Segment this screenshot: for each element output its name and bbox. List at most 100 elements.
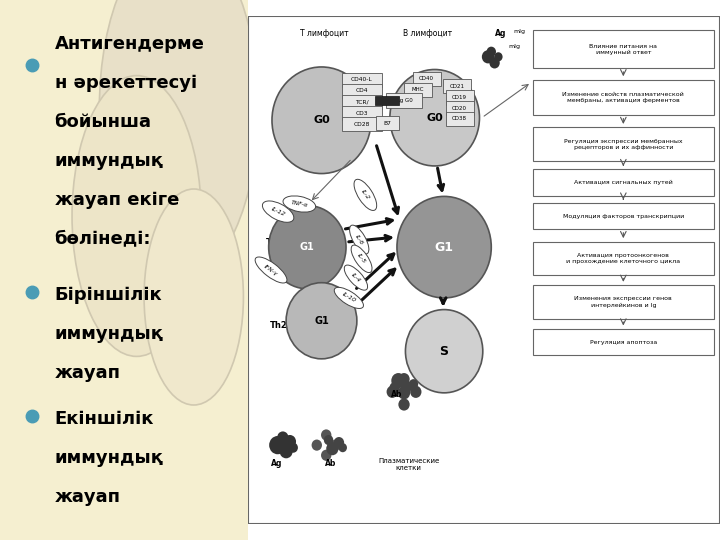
Ellipse shape bbox=[262, 201, 294, 222]
Circle shape bbox=[401, 381, 412, 393]
Text: бойынша: бойынша bbox=[55, 113, 152, 131]
Circle shape bbox=[490, 57, 500, 69]
Text: mIg: mIg bbox=[509, 44, 521, 49]
FancyBboxPatch shape bbox=[446, 112, 474, 126]
Circle shape bbox=[284, 435, 296, 448]
Text: Ag: Ag bbox=[271, 459, 282, 468]
Ellipse shape bbox=[350, 225, 369, 254]
Circle shape bbox=[338, 443, 347, 452]
Circle shape bbox=[334, 437, 344, 448]
FancyBboxPatch shape bbox=[444, 79, 472, 93]
Text: жауап екіге: жауап екіге bbox=[55, 191, 179, 208]
Text: G0: G0 bbox=[313, 115, 330, 125]
Text: mIg: mIg bbox=[513, 29, 526, 34]
Text: IFN-γ: IFN-γ bbox=[264, 264, 279, 276]
Text: G0: G0 bbox=[426, 113, 443, 123]
Text: Регуляция экспрессии мембранных
рецепторов и их аффинности: Регуляция экспрессии мембранных рецептор… bbox=[564, 139, 683, 150]
FancyBboxPatch shape bbox=[376, 116, 400, 131]
FancyBboxPatch shape bbox=[413, 71, 441, 86]
Text: IL-10: IL-10 bbox=[341, 292, 356, 304]
Circle shape bbox=[409, 379, 418, 389]
FancyBboxPatch shape bbox=[341, 117, 382, 131]
Text: CD3: CD3 bbox=[356, 111, 368, 116]
FancyBboxPatch shape bbox=[387, 93, 422, 107]
FancyBboxPatch shape bbox=[533, 241, 714, 275]
Circle shape bbox=[286, 283, 357, 359]
Circle shape bbox=[405, 309, 483, 393]
Circle shape bbox=[272, 67, 371, 173]
Circle shape bbox=[390, 382, 400, 393]
Text: IL-2: IL-2 bbox=[360, 189, 371, 201]
Text: Антигендерме: Антигендерме bbox=[55, 35, 204, 53]
Text: Ab: Ab bbox=[391, 390, 402, 399]
FancyBboxPatch shape bbox=[533, 30, 714, 69]
Circle shape bbox=[494, 52, 503, 62]
Text: Th1: Th1 bbox=[266, 238, 283, 247]
FancyBboxPatch shape bbox=[446, 90, 474, 105]
Circle shape bbox=[289, 443, 298, 453]
Text: Активация сигнальных путей: Активация сигнальных путей bbox=[574, 180, 672, 185]
Text: иммундық: иммундық bbox=[55, 449, 163, 467]
Ellipse shape bbox=[344, 265, 368, 290]
FancyBboxPatch shape bbox=[375, 97, 400, 105]
Ellipse shape bbox=[351, 245, 372, 273]
Circle shape bbox=[269, 436, 286, 454]
Text: н әрекеттесуі: н әрекеттесуі bbox=[55, 74, 197, 92]
Circle shape bbox=[324, 435, 333, 445]
Circle shape bbox=[279, 444, 293, 458]
Circle shape bbox=[398, 386, 410, 400]
Text: IL-4: IL-4 bbox=[350, 272, 361, 284]
Ellipse shape bbox=[283, 196, 315, 212]
Text: иммундық: иммундық bbox=[55, 152, 163, 170]
Circle shape bbox=[387, 386, 398, 398]
Circle shape bbox=[390, 70, 480, 166]
Text: CD21: CD21 bbox=[450, 84, 465, 89]
FancyBboxPatch shape bbox=[341, 72, 382, 87]
Circle shape bbox=[321, 450, 331, 461]
Text: жауап: жауап bbox=[55, 364, 121, 382]
FancyBboxPatch shape bbox=[533, 285, 714, 319]
Text: CD38: CD38 bbox=[452, 116, 467, 122]
Text: Th2: Th2 bbox=[270, 321, 288, 330]
Text: В лимфоцит: В лимфоцит bbox=[403, 29, 452, 38]
Text: IL-5: IL-5 bbox=[356, 253, 367, 265]
Text: CD20: CD20 bbox=[452, 106, 467, 111]
Circle shape bbox=[397, 197, 491, 298]
Text: Активация протоонкогенов
и прохождение клеточного цикла: Активация протоонкогенов и прохождение к… bbox=[566, 253, 680, 264]
Text: Изменения экспрессии генов
интерлейкинов и Ig: Изменения экспрессии генов интерлейкинов… bbox=[575, 296, 672, 308]
Text: Екіншілік: Екіншілік bbox=[55, 410, 154, 428]
Text: TNF-α: TNF-α bbox=[290, 200, 308, 208]
Circle shape bbox=[487, 46, 496, 57]
Text: бөлінеді:: бөлінеді: bbox=[55, 230, 151, 247]
Ellipse shape bbox=[334, 287, 364, 308]
Ellipse shape bbox=[255, 257, 287, 283]
Text: TCR/: TCR/ bbox=[355, 99, 369, 104]
FancyBboxPatch shape bbox=[446, 101, 474, 115]
Circle shape bbox=[398, 373, 410, 385]
FancyBboxPatch shape bbox=[0, 0, 248, 540]
Text: Т лимфоцит: Т лимфоцит bbox=[300, 29, 348, 38]
Text: Модуляция факторов транскрипции: Модуляция факторов транскрипции bbox=[563, 214, 684, 219]
Text: Регуляция апоптоза: Регуляция апоптоза bbox=[590, 340, 657, 345]
Text: Изменение свойств плазматической
мембраны, активация ферментов: Изменение свойств плазматической мембран… bbox=[562, 92, 684, 103]
Circle shape bbox=[99, 0, 258, 281]
Circle shape bbox=[482, 50, 494, 63]
Circle shape bbox=[269, 206, 346, 289]
Circle shape bbox=[330, 440, 341, 451]
Text: CD28: CD28 bbox=[354, 122, 370, 127]
Text: Плазматические
клетки: Плазматические клетки bbox=[378, 458, 439, 471]
Text: G1: G1 bbox=[300, 242, 315, 252]
Text: CD40: CD40 bbox=[419, 76, 434, 81]
Ellipse shape bbox=[354, 179, 377, 211]
Text: MHC: MHC bbox=[412, 87, 424, 92]
FancyBboxPatch shape bbox=[341, 106, 382, 120]
Text: Ag: Ag bbox=[495, 29, 506, 38]
Circle shape bbox=[391, 373, 405, 388]
FancyBboxPatch shape bbox=[404, 83, 432, 97]
Text: CD40-L: CD40-L bbox=[351, 77, 372, 82]
Circle shape bbox=[326, 442, 338, 455]
Circle shape bbox=[144, 189, 243, 405]
Text: иммундық: иммундық bbox=[55, 325, 163, 343]
Circle shape bbox=[410, 386, 421, 398]
Text: S: S bbox=[440, 345, 449, 357]
